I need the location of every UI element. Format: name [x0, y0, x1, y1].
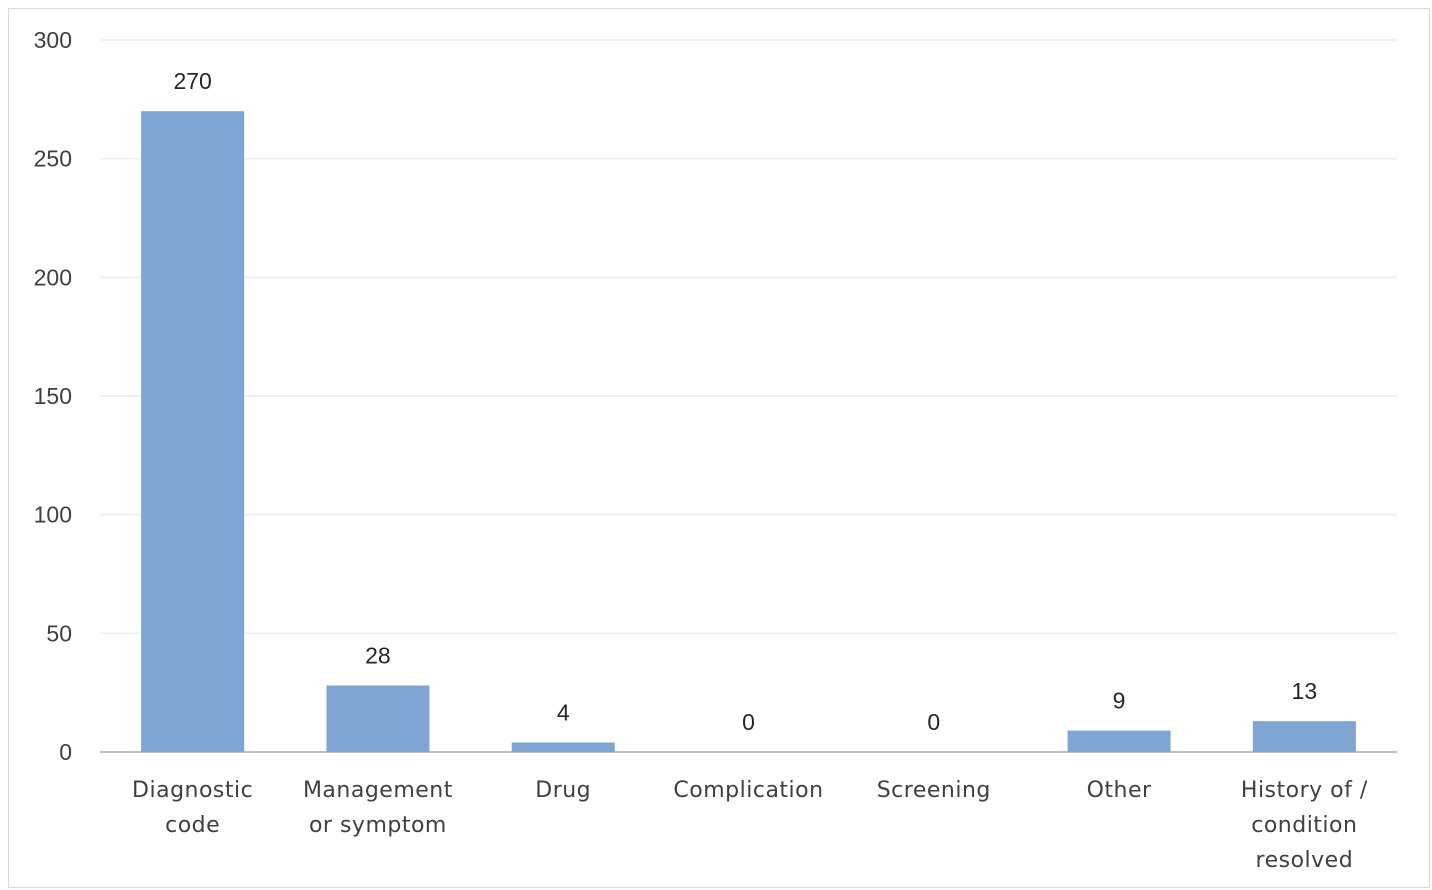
- bar: [511, 742, 615, 752]
- y-tick-label: 200: [34, 264, 72, 290]
- data-label: 4: [557, 700, 570, 726]
- y-tick-label: 250: [34, 146, 72, 172]
- data-label: 0: [742, 709, 755, 735]
- data-label: 0: [927, 709, 940, 735]
- bar: [1067, 730, 1171, 752]
- category-label: Diagnostic code: [132, 778, 253, 838]
- y-tick-label: 0: [59, 739, 72, 765]
- y-tick-label: 50: [46, 620, 72, 646]
- category-label: Management or symptom: [303, 778, 453, 838]
- bar: [141, 111, 245, 752]
- category-label: History of / condition resolved: [1241, 778, 1368, 873]
- data-label: 13: [1292, 678, 1318, 704]
- chart-frame: [8, 8, 1430, 888]
- y-tick-label: 300: [34, 27, 72, 53]
- y-tick-label: 100: [34, 502, 72, 528]
- category-label: Complication: [673, 778, 823, 803]
- bar: [326, 685, 430, 752]
- y-tick-label: 150: [34, 383, 72, 409]
- data-label: 28: [365, 643, 391, 669]
- data-label: 270: [173, 68, 211, 94]
- category-label: Screening: [877, 778, 991, 803]
- bar: [1252, 721, 1356, 752]
- category-label: Other: [1087, 778, 1152, 803]
- data-label: 9: [1113, 688, 1126, 714]
- category-label: Drug: [535, 778, 591, 803]
